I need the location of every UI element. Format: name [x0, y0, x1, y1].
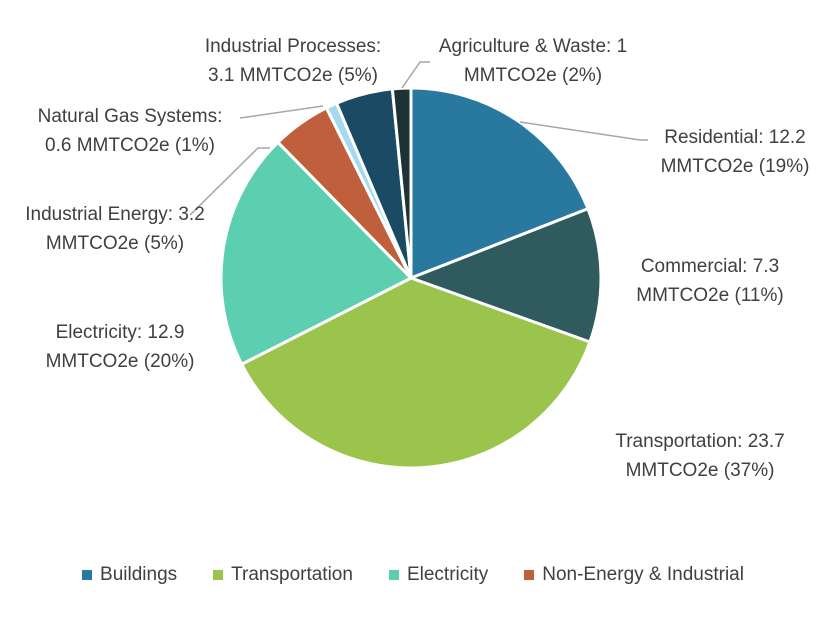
data-label-line: Industrial Energy: 3.2 — [25, 204, 205, 225]
data-label-line: Transportation: 23.7 — [615, 431, 784, 452]
legend-label: Non-Energy & Industrial — [542, 564, 744, 585]
data-label: Transportation: 23.7 MMTCO2e (37%) — [615, 431, 784, 481]
data-label-line: MMTCO2e (2%) — [464, 65, 602, 86]
data-label-line: MMTCO2e (19%) — [661, 156, 810, 177]
pie-slice-transportation — [239, 276, 592, 470]
legend: Buildings Transportation Electricity Non-En… — [0, 564, 826, 586]
data-label-line: MMTCO2e (11%) — [636, 285, 783, 306]
data-label-line: MMTCO2e (5%) — [46, 233, 184, 254]
pie-slice-agriculture-waste — [390, 86, 413, 279]
leader-line — [519, 121, 648, 141]
data-label: Natural Gas Systems: 0.6 MMTCO2e (1%) — [38, 106, 223, 156]
legend-item: Electricity — [388, 564, 489, 586]
data-label-line: Natural Gas Systems: — [38, 106, 223, 127]
data-label: Industrial Energy: 3.2 MMTCO2e (5%) — [25, 204, 205, 254]
data-label: Residential: 12.2 MMTCO2e (19%) — [661, 127, 810, 177]
data-label-line: 3.1 MMTCO2e (5%) — [208, 65, 378, 86]
pie-slice-residential — [409, 86, 590, 281]
legend-item: Non-Energy & Industrial — [524, 564, 744, 586]
pie-slice-electricity — [219, 140, 414, 367]
legend-swatch — [524, 570, 535, 580]
data-label: Agriculture & Waste: 1 MMTCO2e (2%) — [439, 36, 627, 86]
data-label: Industrial Processes: 3.1 MMTCO2e (5%) — [205, 36, 381, 86]
legend-label: Buildings — [100, 564, 178, 585]
legend-label: Transportation — [231, 564, 353, 585]
leader-line — [189, 147, 270, 216]
legend-swatch — [388, 570, 399, 580]
data-label: Commercial: 7.3 MMTCO2e (11%) — [636, 256, 783, 306]
data-label-line: Agriculture & Waste: 1 — [439, 36, 627, 57]
data-label-line: 0.6 MMTCO2e (1%) — [45, 135, 215, 156]
legend-item: Buildings — [82, 564, 177, 586]
leader-line — [239, 105, 324, 119]
legend-swatch — [213, 570, 224, 580]
data-label-line: Electricity: 12.9 — [56, 322, 185, 343]
data-label-line: MMTCO2e (20%) — [46, 351, 195, 372]
pie-slice-commercial — [406, 206, 603, 344]
data-label-line: Industrial Processes: — [205, 36, 381, 57]
data-label-line: Commercial: 7.3 — [641, 256, 779, 277]
pie-chart: Residential: 12.2 MMTCO2e (19%) Commercial… — [25, 36, 810, 481]
legend-item: Transportation — [213, 564, 353, 586]
data-label-line: Residential: 12.2 — [664, 127, 806, 148]
data-label: Electricity: 12.9 MMTCO2e (20%) — [46, 322, 195, 372]
leader-line — [401, 61, 430, 89]
data-label-line: MMTCO2e (37%) — [626, 460, 775, 481]
legend-swatch — [82, 570, 93, 580]
legend-label: Electricity — [406, 564, 489, 585]
